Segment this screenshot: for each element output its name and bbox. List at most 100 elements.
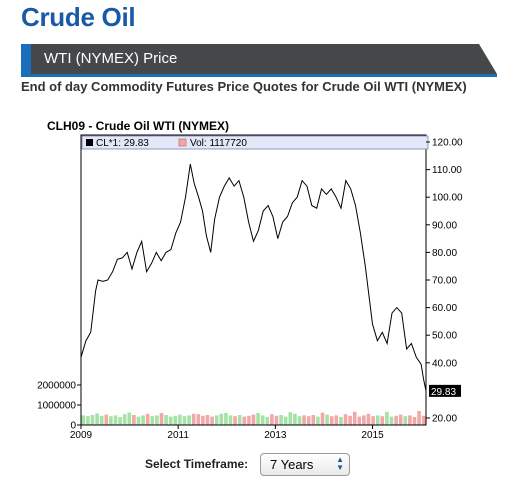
- y-tick-label: 20.00: [432, 414, 457, 425]
- volume-tick-label: 0: [70, 421, 76, 432]
- volume-bar: [320, 412, 325, 425]
- y-tick-label: 50.00: [432, 331, 457, 342]
- volume-bar: [219, 413, 224, 425]
- x-tick-label: 2013: [264, 430, 287, 441]
- volume-bar: [228, 415, 233, 425]
- y-tick-label: 110.00: [432, 165, 462, 176]
- y-tick-label: 90.00: [432, 220, 457, 231]
- volume-bar: [306, 416, 311, 425]
- volume-bar: [311, 415, 316, 425]
- volume-bar: [362, 415, 366, 425]
- volume-bar: [210, 416, 214, 425]
- legend-volume-swatch: [178, 138, 187, 147]
- volume-bar: [122, 414, 127, 425]
- x-tick-label: 2009: [70, 430, 93, 441]
- volume-bar: [371, 416, 375, 425]
- volume-bar: [187, 415, 191, 425]
- volume-bar: [237, 415, 242, 425]
- volume-bar: [233, 416, 237, 425]
- volume-bar: [224, 413, 228, 425]
- timeframe-select[interactable]: 7 Years ▲ ▼: [260, 453, 350, 476]
- chart-title: CLH09 - Crude Oil WTI (NYMEX): [47, 119, 230, 133]
- volume-bar: [242, 416, 247, 425]
- volume-tick-label: 1000000: [37, 401, 76, 412]
- volume-bar: [375, 415, 380, 425]
- volume-bar: [389, 416, 394, 425]
- last-price-badge: [429, 384, 461, 397]
- volume-bar: [352, 411, 357, 425]
- volume-bar: [118, 417, 122, 425]
- volume-bar: [297, 416, 302, 425]
- volume-bar: [113, 415, 118, 425]
- volume-bar: [214, 415, 219, 425]
- volume-bar: [86, 416, 90, 425]
- volume-bar: [412, 417, 417, 425]
- volume-bar: [293, 413, 297, 425]
- volume-bar: [329, 416, 334, 425]
- y-tick-label: 40.00: [432, 358, 457, 369]
- volume-bar: [159, 413, 164, 425]
- volume-bar: [201, 415, 205, 425]
- volume-bar: [265, 417, 270, 425]
- select-arrows-icon: ▲ ▼: [336, 455, 344, 472]
- section-banner: WTI (NYMEX) Price: [21, 44, 497, 77]
- volume-bar: [316, 416, 320, 425]
- volume-tick-label: 2000000: [37, 381, 76, 392]
- banner-label: WTI (NYMEX) Price: [44, 50, 178, 67]
- volume-bar: [398, 414, 403, 425]
- volume-bar: [403, 416, 408, 425]
- volume-bar: [283, 416, 288, 425]
- page-title: Crude Oil: [21, 2, 136, 32]
- volume-bar: [99, 415, 104, 425]
- volume-bar: [90, 415, 95, 425]
- volume-bar: [178, 414, 182, 425]
- volume-bar: [408, 415, 412, 425]
- volume-bar: [357, 416, 362, 425]
- y-tick-label: 100.00: [432, 193, 463, 204]
- volume-bar: [380, 416, 385, 425]
- volume-bar: [366, 413, 371, 425]
- last-price-label: 29.83: [431, 387, 456, 398]
- volume-bar: [164, 415, 168, 425]
- volume-bar: [150, 416, 155, 425]
- volume-bar: [191, 413, 196, 425]
- timeframe-value: 7 Years: [270, 457, 314, 472]
- volume-bar: [260, 415, 265, 425]
- banner-accent: [21, 44, 31, 74]
- page-subtitle: End of day Commodity Futures Price Quote…: [21, 79, 467, 94]
- volume-bar: [247, 415, 251, 425]
- volume-bar: [251, 414, 256, 425]
- volume-bar: [417, 411, 421, 425]
- legend-volume-label: Vol: 1117720: [190, 138, 247, 149]
- legend-close-label: CL*1: 29.83: [96, 138, 149, 149]
- volume-bar: [196, 414, 201, 425]
- volume-bar: [343, 414, 348, 425]
- volume-bar: [334, 415, 339, 425]
- volume-bar: [127, 412, 132, 425]
- volume-bar: [288, 412, 293, 425]
- volume-bar: [274, 415, 279, 425]
- volume-bar: [81, 415, 86, 425]
- y-tick-label: 120.00: [432, 138, 463, 149]
- volume-bar: [136, 416, 141, 425]
- volume-bar: [394, 415, 398, 425]
- volume-bar: [155, 415, 159, 425]
- volume-bar: [205, 415, 210, 425]
- price-line: [80, 164, 427, 392]
- volume-bar: [421, 415, 426, 425]
- volume-bar: [173, 415, 178, 425]
- volume-bar: [348, 415, 352, 425]
- volume-bar: [141, 415, 145, 425]
- volume-bar: [168, 416, 173, 425]
- volume-bar: [145, 413, 150, 425]
- x-tick-label: 2015: [361, 430, 384, 441]
- volume-bar: [279, 415, 283, 425]
- volume-bar: [302, 415, 306, 425]
- timeframe-label: Select Timeframe:: [145, 457, 249, 471]
- volume-bar: [256, 413, 260, 425]
- volume-bar: [132, 415, 136, 425]
- volume-bar: [95, 413, 99, 425]
- y-tick-label: 70.00: [432, 276, 457, 287]
- volume-bar: [339, 417, 343, 425]
- plot-frame: [80, 134, 427, 426]
